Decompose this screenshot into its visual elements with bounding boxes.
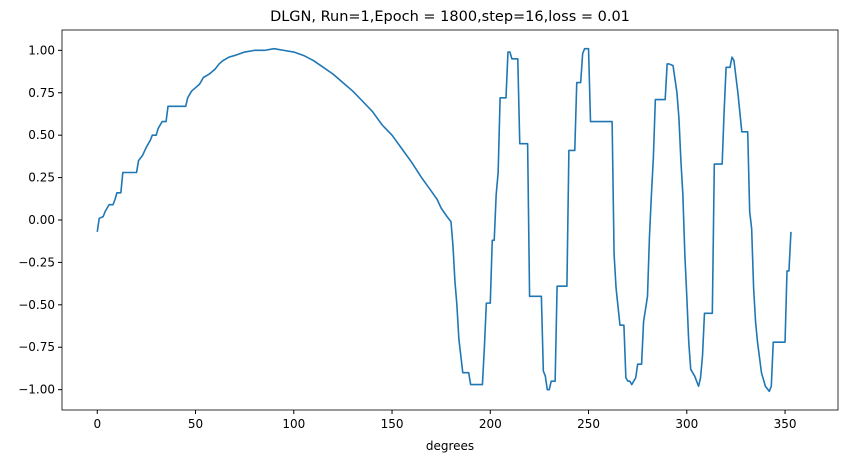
y-tick-label: 0.25: [28, 171, 55, 185]
x-tick-label: 100: [282, 417, 305, 431]
x-tick-label: 150: [381, 417, 404, 431]
line-series: [96, 47, 792, 393]
x-axis-label: degrees: [426, 439, 474, 453]
y-tick-label: −0.75: [18, 340, 55, 354]
x-tick-label: 0: [93, 417, 101, 431]
x-tick-label: 50: [188, 417, 203, 431]
y-tick-label: −0.25: [18, 255, 55, 269]
chart-title: DLGN, Run=1,Epoch = 1800,step=16,loss = …: [270, 9, 630, 25]
y-tick-label: 0.00: [28, 213, 55, 227]
x-tick-label: 250: [577, 417, 600, 431]
x-tick-label: 200: [479, 417, 502, 431]
y-tick-label: 0.50: [28, 128, 55, 142]
y-tick-label: −0.50: [18, 298, 55, 312]
plot-frame: [61, 29, 839, 411]
x-tick-label: 300: [675, 417, 698, 431]
y-tick-label: −1.00: [18, 383, 55, 397]
y-tick-label: 1.00: [28, 43, 55, 57]
y-tick-label: 0.75: [28, 86, 55, 100]
x-tick-label: 350: [774, 417, 797, 431]
